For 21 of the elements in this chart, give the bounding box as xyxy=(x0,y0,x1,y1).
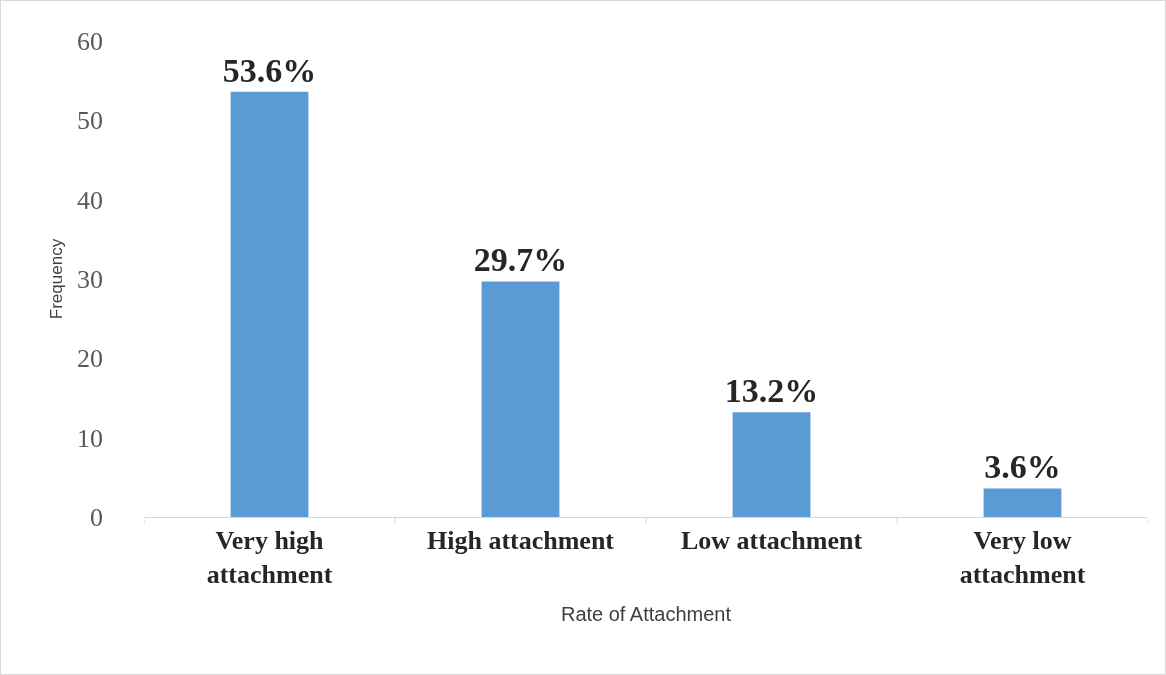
x-tick-label: Low attachment xyxy=(680,526,863,556)
x-tick-label: Very high attachment xyxy=(206,526,333,589)
data-label: 29.7% xyxy=(473,241,568,279)
bar xyxy=(983,488,1062,517)
y-axis-title: Frequency xyxy=(46,238,66,320)
bar xyxy=(230,91,309,517)
y-tick-label: 10 xyxy=(77,423,103,453)
y-tick-label: 20 xyxy=(77,344,103,374)
bar xyxy=(481,281,560,517)
x-tick-label: Very low attachment xyxy=(959,526,1086,589)
y-tick-label: 50 xyxy=(77,106,103,136)
y-tick-label: 0 xyxy=(90,503,103,533)
bar xyxy=(732,412,811,517)
y-tick-label: 60 xyxy=(77,27,103,57)
y-tick-label: 40 xyxy=(77,185,103,215)
data-label: 3.6% xyxy=(984,448,1061,486)
data-label: 53.6% xyxy=(222,51,317,89)
x-axis-title: Rate of Attachment xyxy=(560,602,732,625)
x-tick-label: High attachment xyxy=(426,526,615,556)
data-label: 13.2% xyxy=(724,372,819,410)
y-tick-label: 30 xyxy=(77,265,103,295)
